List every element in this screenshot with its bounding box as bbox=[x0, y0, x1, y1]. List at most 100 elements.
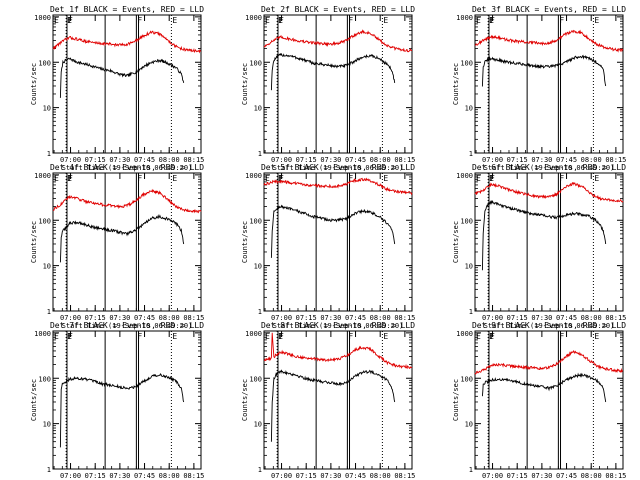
x-tick-label: 07:15 bbox=[85, 472, 106, 480]
chart-title: Det 6f BLACK = Events, RED = LLD bbox=[472, 163, 626, 172]
interval-label: F bbox=[279, 16, 284, 25]
series-line-events bbox=[481, 372, 607, 403]
interval-label: E bbox=[172, 16, 177, 25]
y-tick-label: 10 bbox=[254, 105, 262, 113]
x-tick-label: 08:15 bbox=[394, 314, 415, 322]
x-tick-label: 07:45 bbox=[345, 472, 366, 480]
x-tick-label: 08:00 bbox=[581, 156, 602, 164]
x-axis-label: Start Time (19-Sep-10 06:49:20) bbox=[484, 322, 615, 330]
x-tick-label: 07:15 bbox=[85, 314, 106, 322]
interval-label: E bbox=[265, 332, 270, 341]
y-tick-label: 100 bbox=[249, 59, 262, 67]
interval-label: E bbox=[265, 16, 270, 25]
x-tick-label: 08:00 bbox=[370, 314, 391, 322]
x-tick-label: 07:45 bbox=[556, 472, 577, 480]
interval-label: E bbox=[278, 332, 283, 341]
interval-label: F bbox=[348, 16, 353, 25]
interval-label: E bbox=[476, 174, 481, 183]
x-tick-label: 08:15 bbox=[183, 314, 204, 322]
chart-title: Det 1f BLACK = Events, RED = LLD bbox=[50, 5, 204, 14]
y-tick-label: 10 bbox=[43, 263, 51, 271]
chart-panel-9: Det 9f BLACK = Events, RED = LLD 1 10 100 10… bbox=[452, 321, 626, 480]
y-tick-label: 100 bbox=[38, 59, 51, 67]
x-tick-label: 07:45 bbox=[134, 472, 155, 480]
y-tick-label: 100 bbox=[460, 59, 473, 67]
x-tick-label: 07:15 bbox=[507, 472, 528, 480]
y-axis-label: Counts/sec bbox=[452, 379, 460, 421]
x-axis-label: Start Time (19-Sep-10 06:49:20) bbox=[273, 322, 404, 330]
y-tick-label: 1 bbox=[258, 150, 262, 158]
plot-frame bbox=[263, 14, 413, 154]
series-line-events bbox=[270, 369, 396, 442]
chart-title: Det 7f BLACK = Events, RED = LLD bbox=[50, 321, 204, 330]
chart-title: Det 8f BLACK = Events, RED = LLD bbox=[261, 321, 415, 330]
x-tick-label: 07:45 bbox=[556, 314, 577, 322]
interval-label: E bbox=[265, 174, 270, 183]
x-tick-label: 07:30 bbox=[531, 314, 552, 322]
y-tick-label: 100 bbox=[249, 375, 262, 383]
plot-frame bbox=[474, 172, 624, 312]
x-tick-label: 07:45 bbox=[134, 156, 155, 164]
chart-title: Det 3f BLACK = Events, RED = LLD bbox=[472, 5, 626, 14]
series-line-lld bbox=[474, 181, 624, 203]
x-tick-label: 08:00 bbox=[159, 156, 180, 164]
x-tick-label: 07:00 bbox=[60, 156, 81, 164]
y-tick-label: 1 bbox=[47, 150, 51, 158]
x-tick-label: 07:15 bbox=[296, 156, 317, 164]
chart-panel-2: Det 2f BLACK = Events, RED = LLD 1 10 100 10… bbox=[241, 5, 415, 172]
chart-panel-3: Det 3f BLACK = Events, RED = LLD 1 10 100 10… bbox=[452, 5, 626, 172]
y-tick-label: 1 bbox=[258, 308, 262, 316]
y-axis-label: Counts/sec bbox=[452, 63, 460, 105]
x-tick-label: 07:00 bbox=[271, 156, 292, 164]
x-tick-label: 07:30 bbox=[320, 472, 341, 480]
series-line-events bbox=[481, 199, 607, 271]
panel-grid: Det 1f BLACK = Events, RED = LLD11010010… bbox=[30, 5, 626, 480]
y-tick-label: 1 bbox=[469, 308, 473, 316]
interval-label: E bbox=[489, 16, 494, 25]
y-axis-label: Counts/sec bbox=[241, 63, 249, 105]
chart-title: Det 5f BLACK = Events, RED = LLD bbox=[261, 163, 415, 172]
y-tick-label: 1 bbox=[47, 466, 51, 474]
x-tick-label: 07:30 bbox=[109, 156, 130, 164]
y-tick-label: 10 bbox=[465, 421, 473, 429]
y-tick-label: 1000 bbox=[245, 14, 262, 22]
series-line-events bbox=[59, 57, 185, 98]
x-tick-label: 07:30 bbox=[109, 472, 130, 480]
interval-label: F bbox=[137, 16, 142, 25]
interval-label: F bbox=[279, 332, 284, 341]
interval-label: F bbox=[490, 174, 495, 183]
chart-title: Det 9f BLACK = Events, RED = LLD bbox=[472, 321, 626, 330]
x-tick-label: 07:30 bbox=[320, 156, 341, 164]
x-tick-label: 08:15 bbox=[394, 472, 415, 480]
series-line-events bbox=[59, 373, 185, 448]
interval-label: F bbox=[348, 174, 353, 183]
x-tick-label: 07:30 bbox=[531, 156, 552, 164]
chart-panel-7: Det 7f BLACK = Events, RED = LLD 1 10 100 10… bbox=[30, 321, 204, 480]
series-line-lld bbox=[52, 30, 201, 54]
x-tick-label: 07:30 bbox=[320, 314, 341, 322]
series-line-lld bbox=[263, 29, 413, 53]
interval-label: E bbox=[594, 332, 599, 341]
x-tick-label: 07:00 bbox=[482, 314, 503, 322]
x-tick-label: 07:45 bbox=[345, 314, 366, 322]
y-tick-label: 10 bbox=[465, 263, 473, 271]
interval-label: E bbox=[54, 174, 59, 183]
x-tick-label: 08:00 bbox=[159, 314, 180, 322]
series-line-lld bbox=[474, 29, 624, 53]
y-tick-label: 10 bbox=[465, 105, 473, 113]
series-line-events bbox=[270, 204, 396, 258]
plot-frame bbox=[52, 14, 202, 154]
y-tick-label: 10 bbox=[254, 421, 262, 429]
y-tick-label: 1000 bbox=[245, 330, 262, 338]
interval-label: F bbox=[68, 332, 73, 341]
x-tick-label: 07:00 bbox=[271, 314, 292, 322]
y-tick-label: 1 bbox=[258, 466, 262, 474]
plot-frame bbox=[474, 330, 624, 470]
y-axis-label: Counts/sec bbox=[30, 221, 38, 263]
interval-label: E bbox=[594, 16, 599, 25]
x-tick-label: 07:00 bbox=[60, 472, 81, 480]
y-tick-label: 1 bbox=[469, 150, 473, 158]
x-tick-label: 07:15 bbox=[296, 472, 317, 480]
